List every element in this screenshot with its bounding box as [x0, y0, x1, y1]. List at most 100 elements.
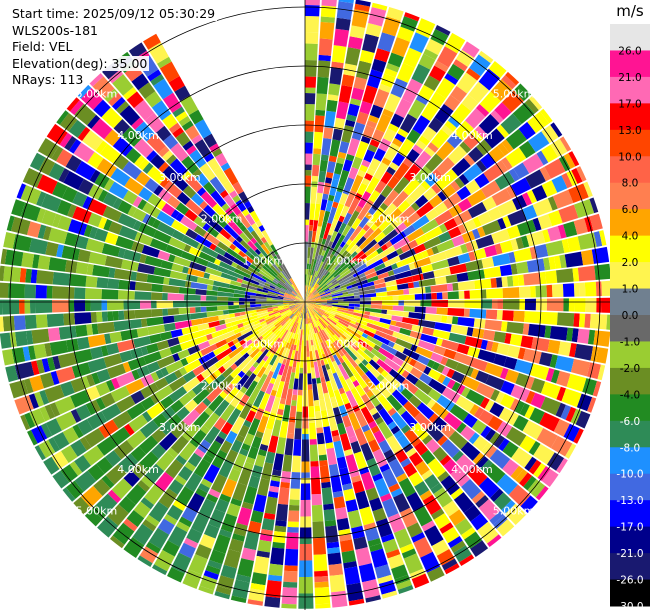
range-gate — [433, 267, 451, 278]
range-gate — [189, 429, 207, 448]
range-gate — [454, 518, 473, 536]
range-gate — [295, 302, 305, 309]
range-gate — [107, 489, 122, 504]
range-gate — [517, 219, 537, 236]
range-gate — [229, 243, 237, 251]
range-gate — [230, 363, 238, 371]
range-gate — [433, 513, 451, 530]
range-gate — [475, 160, 487, 173]
range-gate — [451, 381, 461, 392]
range-gate — [171, 552, 192, 574]
range-gate — [571, 168, 583, 184]
colorbar-tick-label: 0.0 — [622, 310, 639, 322]
range-gate — [245, 288, 263, 295]
range-gate — [318, 282, 333, 294]
range-gate — [361, 373, 369, 382]
range-gate — [326, 368, 335, 381]
range-gate — [143, 351, 162, 365]
range-gate — [305, 293, 320, 302]
range-gate — [75, 404, 92, 421]
range-gate — [519, 472, 533, 487]
range-gate — [414, 412, 433, 430]
colorbar-swatch — [610, 24, 650, 51]
range-gate — [379, 202, 389, 211]
range-gate — [324, 519, 337, 527]
range-gate — [159, 331, 173, 341]
range-gate — [134, 155, 146, 167]
range-gate — [339, 534, 352, 542]
ray — [305, 122, 563, 302]
range-gate — [214, 435, 225, 445]
range-gate — [577, 328, 590, 344]
range-gate — [160, 260, 174, 270]
range-gate — [247, 599, 264, 606]
range-gate — [279, 271, 288, 282]
range-gate — [537, 213, 553, 230]
range-gate — [72, 191, 88, 208]
range-gate — [214, 324, 227, 332]
range-gate — [309, 203, 316, 220]
range-gate — [337, 307, 349, 311]
range-gate — [337, 363, 350, 381]
range-gate — [266, 363, 273, 371]
range-gate — [535, 298, 548, 311]
range-gate — [184, 472, 203, 493]
range-gate — [148, 527, 170, 550]
range-gate — [2, 299, 20, 315]
range-gate — [126, 510, 145, 528]
range-gate — [35, 284, 48, 299]
range-gate — [328, 563, 344, 576]
range-gate — [279, 279, 293, 292]
range-gate — [305, 302, 319, 313]
range-gate — [85, 288, 102, 300]
range-gate — [267, 334, 277, 345]
ray — [305, 136, 572, 302]
range-gate — [330, 289, 336, 293]
range-gate — [307, 389, 314, 407]
range-gate — [48, 162, 65, 181]
range-gate — [360, 471, 376, 491]
range-gate — [311, 378, 317, 385]
range-gate — [92, 264, 111, 278]
range-gate — [195, 487, 208, 498]
range-gate — [430, 352, 444, 364]
range-gate — [225, 449, 239, 463]
ray — [16, 183, 305, 302]
ray — [305, 302, 606, 381]
range-gate — [243, 461, 254, 470]
range-gate — [380, 73, 396, 88]
ray — [128, 42, 305, 302]
range-gate — [314, 581, 329, 588]
range-gate — [135, 171, 151, 187]
range-gate — [163, 322, 176, 332]
range-gate — [274, 315, 289, 328]
range-gate — [314, 570, 328, 577]
range-gate — [114, 268, 132, 281]
range-gate — [365, 176, 380, 195]
range-gate — [310, 317, 317, 334]
range-gate — [173, 313, 191, 323]
range-gate — [284, 282, 298, 295]
range-gate — [366, 69, 383, 89]
range-gate — [291, 350, 296, 356]
range-gate — [219, 493, 232, 503]
range-gate — [328, 194, 335, 202]
range-gate — [350, 440, 362, 454]
range-gate — [311, 504, 324, 522]
range-gate — [298, 373, 304, 390]
range-gate — [287, 344, 295, 361]
range-gate — [444, 245, 463, 259]
colorbar-tick-label: -8.0 — [620, 442, 641, 454]
range-gate — [326, 541, 340, 549]
range-gate — [374, 263, 386, 272]
range-gate — [305, 295, 315, 302]
range-gate — [268, 289, 285, 296]
range-gate — [459, 141, 472, 154]
range-gate — [407, 99, 426, 120]
range-gate — [560, 404, 572, 420]
range-gate — [383, 255, 401, 267]
range-gate — [317, 209, 326, 227]
range-gate — [269, 377, 276, 385]
range-gate — [387, 52, 404, 68]
range-gate — [325, 177, 333, 184]
